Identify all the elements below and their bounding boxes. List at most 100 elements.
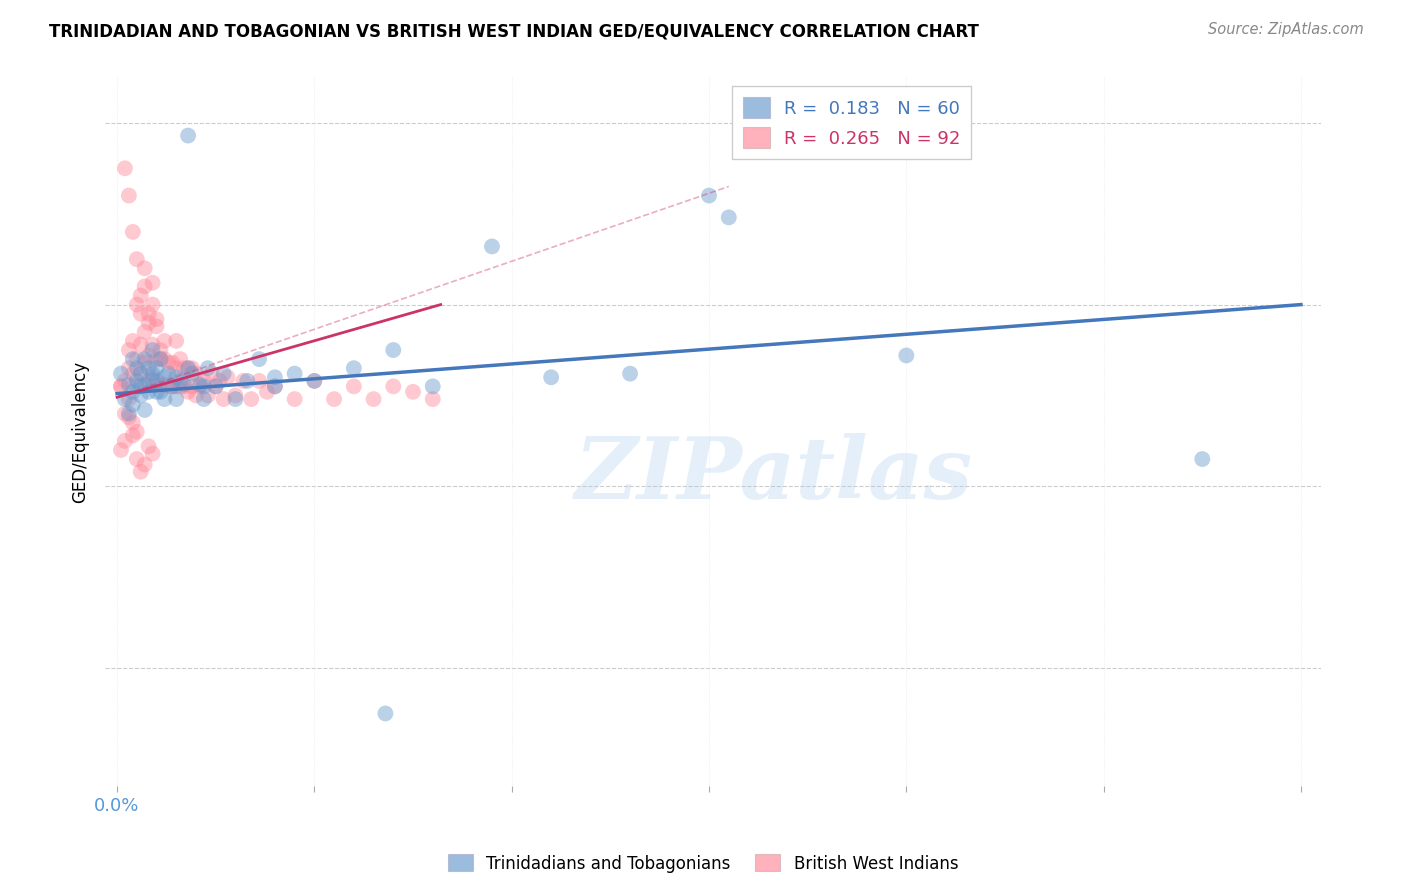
Point bbox=[264, 379, 287, 393]
Point bbox=[304, 374, 326, 388]
Point bbox=[157, 367, 180, 381]
Point bbox=[121, 334, 143, 348]
Point bbox=[169, 352, 191, 367]
Point bbox=[193, 392, 215, 406]
Point bbox=[138, 374, 160, 388]
Point bbox=[149, 384, 172, 399]
Point bbox=[121, 384, 143, 399]
Point bbox=[149, 352, 172, 367]
Point bbox=[247, 374, 270, 388]
Point bbox=[284, 392, 307, 406]
Point bbox=[343, 361, 366, 376]
Point bbox=[125, 379, 148, 393]
Point bbox=[165, 392, 187, 406]
Point bbox=[129, 379, 152, 393]
Point bbox=[181, 367, 204, 381]
Point bbox=[165, 370, 187, 384]
Point bbox=[114, 161, 136, 176]
Point bbox=[121, 352, 143, 367]
Y-axis label: GED/Equivalency: GED/Equivalency bbox=[72, 360, 89, 503]
Point bbox=[208, 374, 231, 388]
Point bbox=[153, 334, 176, 348]
Point bbox=[121, 367, 143, 381]
Point bbox=[145, 319, 167, 334]
Point bbox=[184, 388, 207, 402]
Legend: Trinidadians and Tobagonians, British West Indians: Trinidadians and Tobagonians, British We… bbox=[441, 847, 965, 880]
Point bbox=[145, 384, 167, 399]
Point bbox=[125, 352, 148, 367]
Point bbox=[212, 392, 235, 406]
Point bbox=[1191, 452, 1213, 467]
Point bbox=[162, 356, 184, 370]
Point bbox=[153, 370, 176, 384]
Point bbox=[114, 434, 136, 448]
Point bbox=[363, 392, 385, 406]
Point bbox=[212, 367, 235, 381]
Point bbox=[197, 361, 219, 376]
Point bbox=[114, 407, 136, 421]
Point bbox=[134, 458, 156, 472]
Point bbox=[236, 374, 259, 388]
Point bbox=[177, 361, 200, 376]
Point bbox=[110, 367, 132, 381]
Point bbox=[145, 374, 167, 388]
Point bbox=[896, 349, 918, 363]
Point bbox=[264, 370, 287, 384]
Point bbox=[118, 392, 141, 406]
Text: Source: ZipAtlas.com: Source: ZipAtlas.com bbox=[1208, 22, 1364, 37]
Point bbox=[240, 392, 263, 406]
Point bbox=[165, 379, 187, 393]
Point bbox=[125, 425, 148, 439]
Point bbox=[114, 392, 136, 406]
Point bbox=[619, 367, 641, 381]
Point bbox=[165, 361, 187, 376]
Point bbox=[118, 361, 141, 376]
Point bbox=[149, 352, 172, 367]
Point bbox=[193, 379, 215, 393]
Point bbox=[173, 361, 195, 376]
Text: ZIPatlas: ZIPatlas bbox=[575, 433, 973, 516]
Point bbox=[129, 388, 152, 402]
Point bbox=[118, 377, 141, 392]
Point bbox=[697, 188, 720, 202]
Point bbox=[264, 379, 287, 393]
Point bbox=[129, 465, 152, 479]
Point bbox=[204, 379, 226, 393]
Point bbox=[134, 279, 156, 293]
Point bbox=[173, 377, 195, 392]
Point bbox=[157, 356, 180, 370]
Point bbox=[304, 374, 326, 388]
Point bbox=[134, 403, 156, 417]
Point bbox=[125, 452, 148, 467]
Point bbox=[125, 252, 148, 267]
Point bbox=[481, 239, 503, 253]
Point bbox=[134, 356, 156, 370]
Point bbox=[125, 361, 148, 376]
Point bbox=[110, 442, 132, 457]
Point bbox=[165, 334, 187, 348]
Point bbox=[138, 349, 160, 363]
Point bbox=[145, 361, 167, 376]
Point bbox=[217, 370, 239, 384]
Point bbox=[169, 379, 191, 393]
Legend: R =  0.183   N = 60, R =  0.265   N = 92: R = 0.183 N = 60, R = 0.265 N = 92 bbox=[731, 87, 972, 159]
Point bbox=[162, 379, 184, 393]
Point bbox=[177, 128, 200, 143]
Point bbox=[343, 379, 366, 393]
Point bbox=[149, 377, 172, 392]
Point bbox=[138, 307, 160, 321]
Point bbox=[134, 352, 156, 367]
Point bbox=[177, 384, 200, 399]
Point bbox=[201, 367, 224, 381]
Point bbox=[193, 374, 215, 388]
Point bbox=[153, 392, 176, 406]
Point bbox=[197, 388, 219, 402]
Point bbox=[125, 374, 148, 388]
Point bbox=[247, 352, 270, 367]
Point bbox=[422, 392, 444, 406]
Point bbox=[118, 410, 141, 425]
Point bbox=[129, 337, 152, 351]
Point bbox=[224, 388, 246, 402]
Point bbox=[142, 367, 165, 381]
Point bbox=[142, 337, 165, 351]
